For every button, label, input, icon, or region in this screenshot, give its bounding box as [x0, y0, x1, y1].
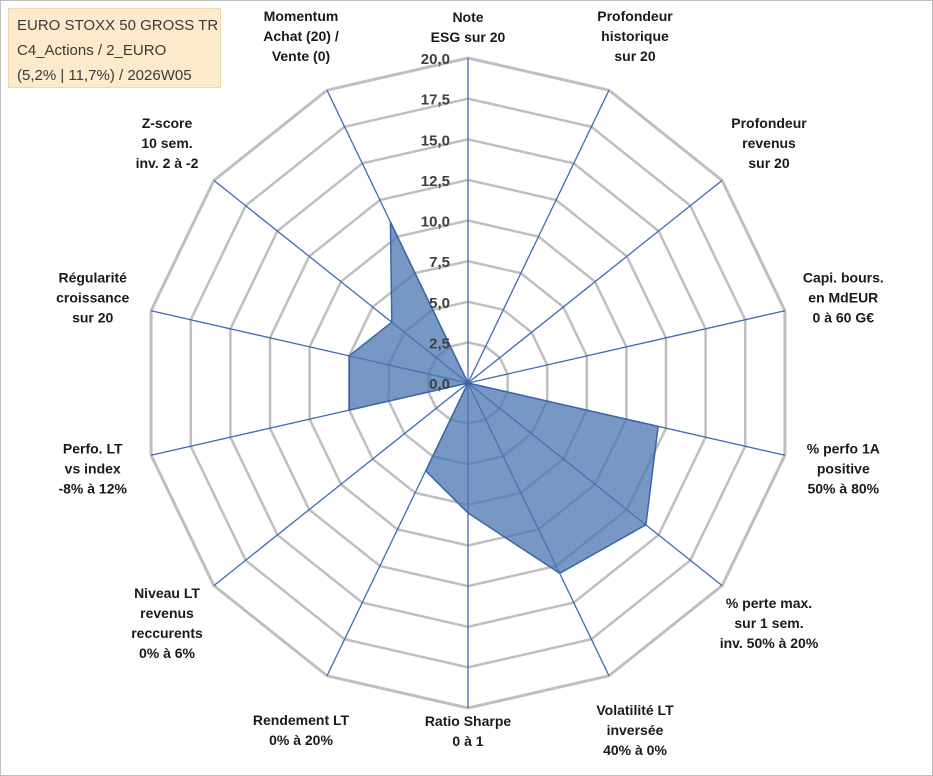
category-label-0: Note ESG sur 20	[431, 9, 506, 45]
category-label-10-line-0: Perfo. LT	[63, 441, 123, 457]
category-label-13-line-0: Momentum	[264, 8, 339, 24]
category-label-2-line-1: revenus	[742, 135, 796, 151]
category-label-5: % perte max. sur 1 sem. inv. 50% à 20%	[720, 595, 819, 651]
category-label-8-line-1: 0% à 20%	[269, 732, 333, 748]
category-label-8: Rendement LT 0% à 20%	[253, 712, 350, 748]
category-label-10-line-2: -8% à 12%	[58, 481, 127, 497]
category-label-13-line-2: Vente (0)	[272, 48, 330, 64]
category-label-11-line-0: Régularité	[58, 269, 127, 285]
category-label-1-line-1: historique	[601, 28, 669, 44]
category-label-6: Volatilité LT inversée 40% à 0%	[596, 702, 674, 758]
category-label-8-line-0: Rendement LT	[253, 712, 350, 728]
spoke-1	[467, 89, 610, 384]
category-label-1: Profondeur historique sur 20	[597, 8, 673, 64]
spoke-2	[467, 179, 723, 384]
title-line-2: C4_Actions / 2_EURO	[17, 42, 167, 59]
series-area-0	[348, 221, 659, 575]
category-label-1-line-2: sur 20	[614, 48, 655, 64]
chart-title-box: EURO STOXX 50 GROSS TR C4_Actions / 2_EU…	[8, 8, 221, 88]
r-tick-label-2: 5,0	[429, 295, 450, 312]
category-label-3: Capi. bours. en MdEUR 0 à 60 G€	[803, 269, 884, 325]
category-label-9-line-1: revenus	[140, 605, 194, 621]
category-label-5-line-2: inv. 50% à 20%	[720, 635, 819, 651]
category-label-2: Profondeur revenus sur 20	[731, 115, 807, 171]
radial-tick-labels: 0,0 2,5 5,0 7,5 10,0 12,5 15,0 17,5 20,0	[421, 51, 450, 393]
category-label-5-line-0: % perte max.	[726, 595, 812, 611]
category-label-0-line-1: ESG sur 20	[431, 29, 506, 45]
radar-series	[348, 221, 659, 575]
category-label-3-line-0: Capi. bours.	[803, 269, 884, 285]
category-label-7-line-1: 0 à 1	[452, 733, 483, 749]
category-label-12-line-2: inv. 2 à -2	[136, 155, 199, 171]
r-tick-label-6: 15,0	[421, 132, 450, 149]
spoke-9	[213, 382, 469, 587]
category-label-3-line-1: en MdEUR	[808, 289, 878, 305]
category-label-2-line-2: sur 20	[748, 155, 789, 171]
category-label-4: % perfo 1A positive 50% à 80%	[807, 441, 880, 497]
category-label-12-line-0: Z-score	[142, 115, 193, 131]
category-label-4-line-2: 50% à 80%	[807, 481, 879, 497]
category-label-6-line-1: inversée	[607, 722, 664, 738]
category-labels: Note ESG sur 20 Profondeur historique sur 20…	[56, 8, 884, 758]
category-label-12: Z-score 10 sem. inv. 2 à -2	[136, 115, 199, 171]
category-label-5-line-1: sur 1 sem.	[734, 615, 803, 631]
category-label-9-line-0: Niveau LT	[134, 585, 200, 601]
r-tick-label-7: 17,5	[421, 92, 450, 109]
category-label-9-line-3: 0% à 6%	[139, 645, 196, 661]
category-label-6-line-2: 40% à 0%	[603, 742, 667, 758]
category-label-10: Perfo. LT vs index -8% à 12%	[58, 441, 127, 497]
r-tick-label-5: 12,5	[421, 173, 450, 190]
category-label-1-line-0: Profondeur	[597, 8, 673, 24]
category-label-4-line-0: % perfo 1A	[807, 441, 880, 457]
category-label-11-line-2: sur 20	[72, 309, 113, 325]
spoke-3	[467, 310, 786, 384]
category-label-13: Momentum Achat (20) / Vente (0)	[263, 8, 339, 64]
r-tick-label-3: 7,5	[429, 254, 450, 271]
category-label-11: Régularité croissance sur 20	[56, 269, 129, 325]
category-label-7-line-0: Ratio Sharpe	[425, 713, 512, 729]
category-label-4-line-1: positive	[817, 461, 870, 477]
r-tick-label-1: 2,5	[429, 335, 450, 352]
category-label-7: Ratio Sharpe 0 à 1	[425, 713, 512, 749]
r-tick-label-4: 10,0	[421, 214, 450, 231]
category-label-0-line-0: Note	[452, 9, 483, 25]
title-line-3: (5,2% | 11,7%) / 2026W05	[17, 67, 192, 84]
category-label-11-line-1: croissance	[56, 289, 129, 305]
category-label-13-line-1: Achat (20) /	[263, 28, 339, 44]
category-label-9: Niveau LT revenus reccurents 0% à 6%	[131, 585, 203, 661]
category-label-2-line-0: Profondeur	[731, 115, 807, 131]
title-line-1: EURO STOXX 50 GROSS TR	[17, 17, 219, 34]
category-label-10-line-1: vs index	[65, 461, 121, 477]
category-label-12-line-1: 10 sem.	[141, 135, 192, 151]
category-label-9-line-2: reccurents	[131, 625, 203, 641]
category-label-3-line-2: 0 à 60 G€	[813, 309, 875, 325]
r-tick-label-0: 0,0	[429, 376, 450, 393]
r-tick-label-8: 20,0	[421, 51, 450, 68]
category-label-6-line-0: Volatilité LT	[596, 702, 674, 718]
